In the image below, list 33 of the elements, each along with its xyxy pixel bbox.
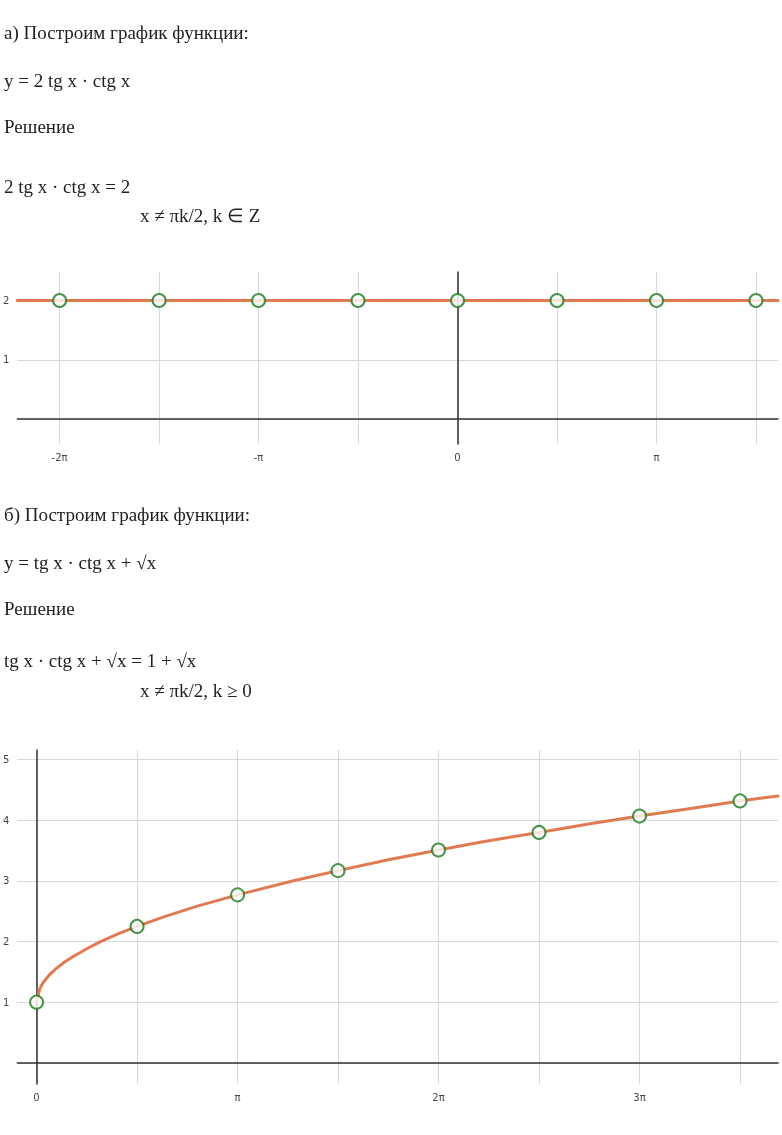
x-tick-label: 2π [432, 1091, 445, 1103]
point [330, 863, 346, 879]
point [632, 808, 647, 824]
point [431, 842, 446, 858]
x-tick-label: 0 [33, 1091, 40, 1103]
text: Решение [4, 116, 75, 138]
chart-title: а) Построим график функции: [4, 22, 249, 44]
point [129, 918, 145, 934]
x-tick-label: 3π [633, 1091, 646, 1103]
y-tick-label: 2 [2, 936, 10, 948]
chart-title: б) Построим график функции: [4, 504, 251, 526]
y-tick-label: 2 [2, 294, 10, 306]
x-tick-label: π [653, 451, 660, 463]
y-tick-label: 5 [2, 754, 10, 766]
y-tick-label: 4 [2, 814, 10, 826]
text: tg x · ctg x + √x = 1 + √x [4, 650, 197, 672]
text: 2 tg x · ctg x = 2 [4, 176, 131, 198]
x-tick-label: π [234, 1091, 241, 1103]
point [732, 793, 748, 809]
text: y = 2 tg x · ctg x [4, 70, 131, 92]
x-tick-label: -π [253, 451, 264, 463]
x-tick-label: -2π [51, 451, 68, 463]
text: Решение [4, 598, 75, 620]
point [230, 887, 246, 903]
y-tick-label: 3 [2, 875, 10, 887]
point [531, 824, 547, 840]
text: y = tg x · ctg x + √x [4, 552, 157, 574]
text: x ≠ πk/2, k ≥ 0 [140, 680, 252, 702]
y-tick-label: 1 [2, 996, 10, 1008]
y-tick-label: 1 [2, 354, 10, 366]
point [29, 994, 45, 1010]
text: x ≠ πk/2, k ∈ Z [140, 204, 261, 227]
x-tick-label: 0 [454, 451, 461, 463]
